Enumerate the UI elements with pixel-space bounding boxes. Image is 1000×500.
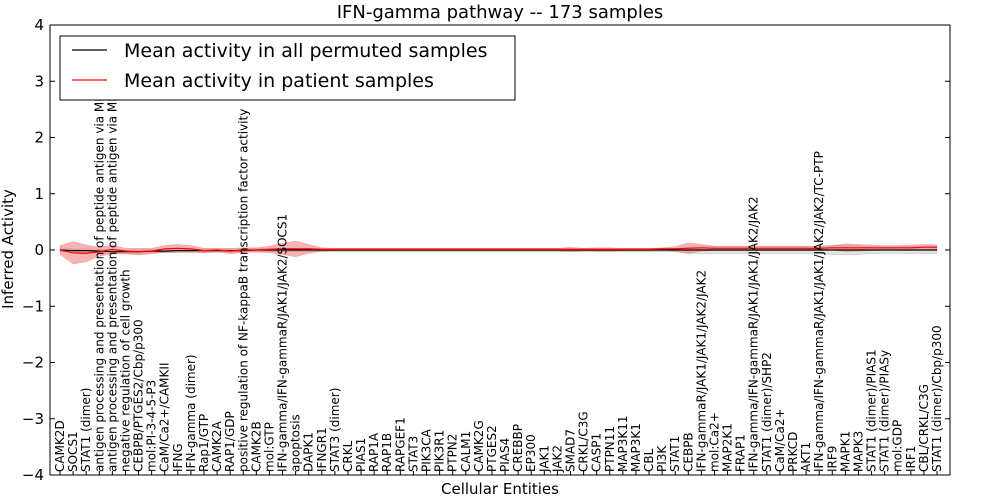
x-category-label: MAP2K1 [721, 423, 735, 472]
x-category-label: CASP1 [590, 433, 604, 472]
legend-label-permuted: Mean activity in all permuted samples [124, 40, 487, 62]
x-category-label: PIAS4 [498, 438, 512, 472]
y-tick-label: 1 [34, 185, 44, 203]
legend: Mean activity in all permuted samples Me… [59, 35, 516, 101]
x-category-label: negative regulation of cell growth [118, 269, 132, 472]
x-category-label: IRF9 [825, 446, 839, 472]
legend-box [59, 35, 516, 101]
x-category-label: CBL [642, 448, 656, 472]
series-lines [59, 246, 937, 255]
y-tick-label: 2 [34, 129, 44, 147]
x-category-label: STAT1 [668, 436, 682, 472]
y-tick-label: 0 [34, 241, 44, 259]
x-category-label: STAT1 (dimer)/PIAS1 [865, 349, 879, 472]
x-category-label: PRKCD [786, 432, 800, 472]
x-category-label: CAMK2B [249, 421, 263, 472]
x-category-label: JAK2 [550, 445, 564, 473]
x-category-label: antigen processing and presentation of p… [105, 40, 119, 472]
x-category-label: IFNGR1 [315, 427, 329, 472]
x-category-label: IFN-gamma/IFN-gammaR/JAK1/JAK1/JAK2/JAK2 [747, 196, 761, 472]
x-category-label: PTPN2 [446, 434, 460, 472]
x-category-label: CRKL [341, 440, 355, 472]
x-category-label: RAP1/GDP [223, 411, 237, 472]
x-category-label: mol:GDP [891, 420, 905, 472]
x-category-label: PIK3CA [420, 428, 434, 472]
y-tick-label: −3 [22, 410, 44, 428]
x-category-label: mol:GTP [262, 422, 276, 472]
y-tick-label: 4 [34, 16, 44, 34]
x-category-label: CAMK2G [472, 420, 486, 472]
x-category-label: CBL/CRKL/C3G [917, 384, 931, 472]
x-category-label: MAPK1 [838, 431, 852, 472]
x-category-label: SMAD7 [564, 429, 578, 472]
series-line-1 [59, 246, 937, 255]
x-category-label: SOCS1 [66, 431, 80, 472]
y-axis-title: Inferred Activity [0, 189, 17, 309]
x-category-label: STAT1 (dimer)/PIASy [878, 350, 892, 472]
x-category-label: IFN-gamma/IFN-gammaR/JAK1/JAK1/JAK2/JAK2… [812, 151, 826, 472]
x-category-label: STAT1 (dimer) [79, 388, 93, 472]
x-category-label: AKT1 [799, 442, 813, 472]
y-tick-label: 3 [34, 72, 44, 90]
plot-frame [49, 24, 951, 476]
x-category-label: DAPK1 [302, 432, 316, 472]
x-category-label: MAP3K11 [616, 415, 630, 472]
x-axis-categories: CAMK2D SOCS1 STAT1 (dimer) antigen processi… [53, 40, 944, 475]
x-category-label: PI3K [655, 445, 669, 472]
x-category-label: JAK1 [537, 445, 551, 473]
x-category-label: STAT3 [406, 436, 420, 472]
x-category-label: FRAP1 [734, 434, 748, 472]
x-category-label: MAP3K1 [629, 423, 643, 472]
x-category-label: CEBPB/PTGES2/Cbp/p300 [132, 319, 146, 472]
x-category-label: PTPN11 [603, 426, 617, 472]
x-category-label: RAP1A [367, 432, 381, 472]
x-category-label: RAP1B [380, 433, 394, 472]
x-category-label: IFN-gammaR/JAK1/JAK1/JAK2/JAK2 [694, 270, 708, 472]
x-category-label: IRF1 [904, 446, 918, 472]
x-category-label: RAPGEF1 [393, 417, 407, 472]
x-category-label: apoptosis [289, 414, 303, 472]
y-tick-label: −4 [22, 466, 44, 484]
x-category-label: antigen processing and presentation of p… [92, 43, 106, 472]
x-category-label: PTGES2 [485, 425, 499, 472]
x-category-label: STAT1 (dimer)/SHP2 [760, 352, 774, 472]
x-category-label: PIAS1 [354, 438, 368, 472]
x-category-label: mol:Ca2+ [708, 412, 722, 472]
x-category-label: CaM/Ca2+/CAMKII [158, 363, 172, 472]
y-tick-label: −2 [22, 354, 44, 372]
legend-label-patient: Mean activity in patient samples [124, 70, 434, 92]
x-category-label: CRKL/C3G [577, 411, 591, 472]
chart-title: IFN-gamma pathway -- 173 samples [337, 2, 664, 23]
x-category-label: STAT1 (dimer)/Cbp/p300 [930, 325, 944, 472]
x-category-label: IFNG [171, 443, 185, 472]
x-category-label: IFN-gamma/IFN-gammaR/JAK1/JAK2/SOCS1 [276, 214, 290, 472]
y-tick-label: −1 [22, 297, 44, 315]
x-category-label: mol:PI-3-4-5-P3 [145, 380, 159, 472]
x-category-label: CAMK2D [53, 420, 67, 472]
x-category-label: STAT3 (dimer) [328, 388, 342, 472]
x-category-label: Rap1/GTP [197, 414, 211, 472]
x-category-label: positive regulation of NF-kappaB transcr… [236, 109, 250, 472]
x-category-label: CREBBP [511, 424, 525, 472]
x-category-label: MAPK3 [852, 431, 866, 472]
x-category-label: EP300 [524, 434, 538, 472]
x-category-label: CEBPB [681, 432, 695, 472]
x-category-label: CALM1 [459, 431, 473, 472]
x-category-label: IFN-gamma (dimer) [184, 354, 198, 472]
x-category-label: CAMK2A [210, 421, 224, 472]
x-category-label: PIK3R1 [433, 430, 447, 472]
x-axis-title: Cellular Entities [441, 480, 559, 498]
x-category-label: CaM/Ca2+ [773, 408, 787, 472]
y-axis: −4 −3 −2 −1 0 1 2 3 4 [22, 16, 950, 484]
